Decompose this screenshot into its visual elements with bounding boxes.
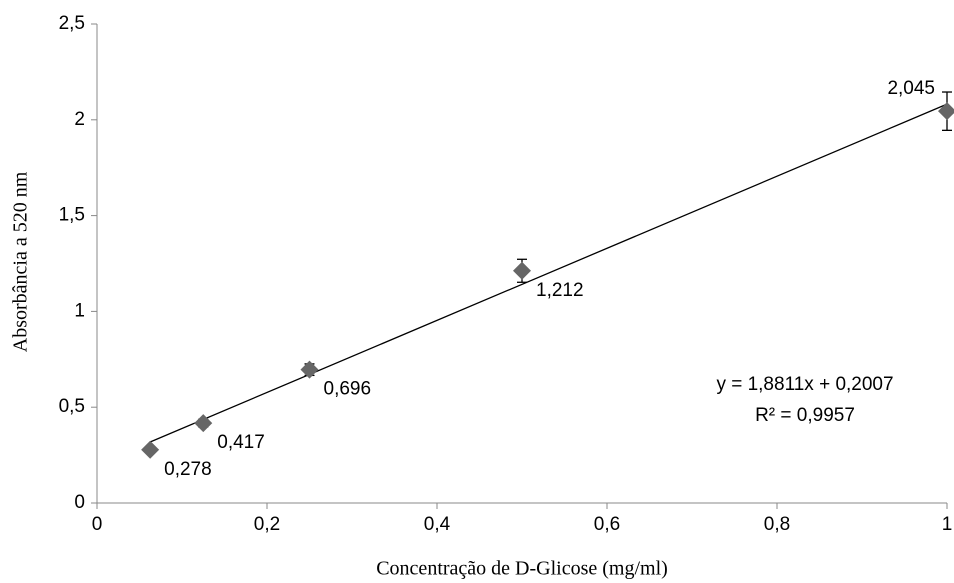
x-axis-title: Concentração de D-Glicose (mg/ml) (376, 558, 668, 580)
trendline (149, 103, 948, 443)
x-tick-label: 0,2 (254, 514, 280, 535)
x-tick-label: 0,6 (594, 514, 620, 535)
y-tick-label: 2 (74, 109, 85, 130)
point (300, 360, 319, 379)
y-tick-label: 1 (74, 300, 85, 321)
x-tick-label: 0,8 (764, 514, 790, 535)
data-label: 2,045 (887, 78, 935, 99)
point (513, 261, 531, 280)
data-label: 0,417 (217, 432, 265, 453)
y-tick-label: 1,5 (59, 205, 85, 226)
x-tick-label: 0,4 (424, 514, 451, 535)
y-tick-label: 0,5 (59, 396, 85, 417)
y-tick-label: 0 (74, 492, 85, 513)
point (194, 414, 213, 433)
x-tick-label: 1 (942, 514, 953, 535)
point (141, 440, 160, 459)
trendline-equation: y = 1,8811x + 0,2007 (716, 374, 893, 395)
y-axis-title: Absorbância a 520 nm (10, 171, 32, 352)
point (938, 102, 954, 121)
data-label: 0,278 (164, 459, 212, 480)
y-tick-label: 2,5 (59, 13, 85, 34)
data-label: 0,696 (324, 379, 372, 400)
x-tick-label: 0 (92, 514, 103, 535)
r-squared: R² = 0,9957 (755, 405, 855, 426)
data-label: 1,212 (536, 280, 584, 301)
